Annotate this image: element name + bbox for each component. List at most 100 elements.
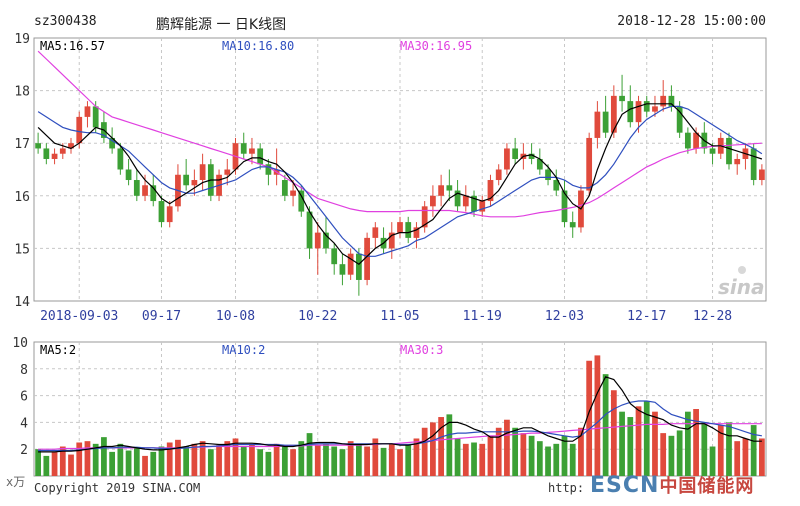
candle-body xyxy=(339,264,346,275)
volume-bar xyxy=(68,454,74,476)
volume-ma10-line xyxy=(38,400,762,452)
candle-body xyxy=(158,201,165,223)
stock-code: sz300438 xyxy=(34,14,97,29)
volume-bar xyxy=(257,449,264,476)
volume-bar xyxy=(479,443,486,476)
candle-body xyxy=(709,148,716,154)
candle-body xyxy=(561,190,568,223)
volume-ma-lines xyxy=(38,376,762,453)
volume-bar xyxy=(430,422,436,476)
volume-bar xyxy=(602,374,609,476)
volume-bar xyxy=(150,451,157,476)
candle-body xyxy=(536,158,543,170)
candle-body xyxy=(602,111,609,133)
volume-bar xyxy=(717,425,724,476)
candle-body xyxy=(726,137,732,165)
candle-body xyxy=(619,95,625,102)
candle-body xyxy=(51,153,58,159)
legend-ma5-price: MA5:16.57 xyxy=(40,39,105,53)
volume-bar xyxy=(619,411,625,476)
volume-bar xyxy=(51,451,58,476)
candle-body xyxy=(257,148,264,165)
xtick-label: 12-03 xyxy=(545,309,584,324)
candle-body xyxy=(676,106,683,133)
price-gridlines xyxy=(34,38,766,301)
volume-bar xyxy=(249,443,255,476)
volume-bar xyxy=(109,451,116,476)
candle-body xyxy=(734,158,741,165)
candle-body xyxy=(430,195,436,207)
volume-bar xyxy=(35,449,41,476)
volume-ytick-label: 10 xyxy=(12,336,28,351)
candle-body xyxy=(553,180,560,191)
volume-ytick-label: 6 xyxy=(20,390,28,405)
xtick-label: 11-05 xyxy=(380,309,419,324)
volume-bar xyxy=(397,449,403,476)
volume-bar xyxy=(306,433,313,476)
price-ytick-label: 19 xyxy=(14,32,30,47)
volume-bar xyxy=(487,435,494,476)
price-ytick-label: 14 xyxy=(14,295,30,310)
copyright: Copyright 2019 SINA.COM xyxy=(34,481,201,495)
candlesticks xyxy=(35,74,765,296)
candle-body xyxy=(240,143,247,154)
xtick-label: 11-19 xyxy=(463,309,502,324)
candle-body xyxy=(471,195,477,212)
volume-bar xyxy=(643,400,650,476)
candle-body xyxy=(372,227,379,238)
candle-body xyxy=(635,101,642,123)
candle-body xyxy=(249,148,255,154)
candle-body xyxy=(594,111,601,138)
candle-body xyxy=(504,148,510,170)
volume-bar xyxy=(701,422,708,476)
candle-body xyxy=(183,174,190,186)
xtick-label: 2018-09-03 xyxy=(40,309,118,324)
volume-bar xyxy=(668,435,675,476)
volume-bar xyxy=(504,419,510,476)
volume-bar xyxy=(561,435,568,476)
price-ytick-label: 16 xyxy=(14,190,30,205)
volume-bar xyxy=(158,446,165,476)
candle-body xyxy=(298,190,305,212)
candle-body xyxy=(413,227,420,238)
escn-watermark: ESCN中国储能网 xyxy=(590,473,755,498)
candle-body xyxy=(150,185,157,202)
volume-bar xyxy=(207,449,214,476)
volume-bar xyxy=(610,390,617,476)
xtick-label: 12-17 xyxy=(627,309,666,324)
legend-ma10-volume: MA10:2 xyxy=(222,343,265,357)
chart-datetime: 2018-12-28 15:00:00 xyxy=(617,14,766,29)
candle-body xyxy=(545,169,551,181)
volume-bar xyxy=(232,438,239,476)
volume-bar xyxy=(405,445,412,476)
candle-body xyxy=(109,137,116,149)
candle-body xyxy=(512,148,519,159)
volume-bar xyxy=(454,438,461,476)
volume-bar xyxy=(92,443,99,476)
candle-body xyxy=(43,148,50,159)
volume-bar xyxy=(750,425,757,476)
candle-body xyxy=(397,222,403,233)
volume-bar xyxy=(569,443,576,476)
volume-bar xyxy=(290,449,296,476)
candle-body xyxy=(142,185,148,196)
candle-body xyxy=(643,101,650,112)
volume-bar xyxy=(273,443,280,476)
volume-bar xyxy=(520,433,527,476)
volume-ma5-line xyxy=(38,376,762,453)
volume-bar xyxy=(224,441,231,476)
volume-bar xyxy=(125,450,132,476)
xtick-label: 12-28 xyxy=(693,309,732,324)
volume-y-ticks: 2 4 6 8 10 xyxy=(12,336,28,458)
candle-body xyxy=(76,116,83,144)
candle-body xyxy=(660,95,667,107)
candle-body xyxy=(84,106,91,117)
volume-bar xyxy=(742,438,749,476)
volume-bar xyxy=(199,441,206,476)
candle-body xyxy=(438,185,445,196)
volume-bar xyxy=(471,442,477,476)
candle-body xyxy=(355,253,362,280)
candle-body xyxy=(495,169,502,181)
candle-body xyxy=(92,106,99,128)
